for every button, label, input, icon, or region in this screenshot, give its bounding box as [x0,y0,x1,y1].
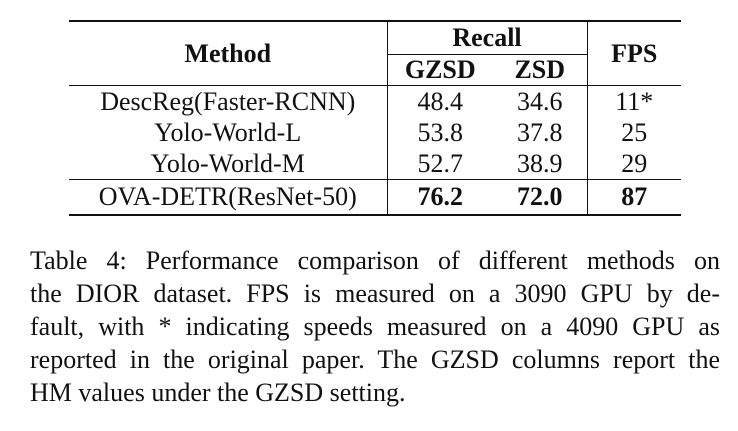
caption-line: HM values under the GZSD setting. [30,378,406,407]
table-row-highlighted: OVA-DETR(ResNet-50) 76.2 72.0 87 [69,179,681,216]
table-row: Yolo-World-M 52.7 38.9 29 [69,148,681,180]
header-recall: Recall [387,20,588,55]
results-table: Method Recall FPS GZSD ZSD DescReg(Faste… [69,20,681,216]
caption-line: Table 4: Performance comparison of diffe… [30,246,720,275]
cell-method: OVA-DETR(ResNet-50) [69,179,388,216]
cell-method: Yolo-World-L [69,117,388,148]
cell-zsd: 72.0 [493,179,588,216]
table-row: Yolo-World-L 53.8 37.8 25 [69,117,681,148]
cell-gzsd: 52.7 [417,148,464,178]
caption-line: reported in the original paper. The GZSD… [30,345,720,374]
table-row: DescReg(Faster-RCNN) 48.4 34.6 11* [69,85,681,117]
table-caption: Table 4: Performance comparison of diffe… [30,244,720,409]
header-row-1: Method Recall FPS [69,20,681,86]
cell-fps: 11* [587,85,681,117]
cell-fps: 87 [587,179,681,216]
cell-zsd: 34.6 [493,85,588,117]
caption-line: the DIOR dataset. FPS is measured on a 3… [30,279,720,308]
cell-zsd: 37.8 [493,117,588,148]
header-zsd: ZSD [493,54,588,86]
cell-zsd: 38.9 [493,148,588,180]
header-row-2: GZSD ZSD [69,54,681,86]
header-gzsd: GZSD [387,54,493,86]
caption-line: fault, with * indicating speeds measured… [30,312,720,341]
results-table-container: Method Recall FPS GZSD ZSD DescReg(Faste… [69,20,681,216]
cell-method: Yolo-World-M [69,148,388,180]
cell-method: DescReg(Faster-RCNN) [69,85,388,117]
header-fps: FPS [587,20,681,86]
cell-fps: 29 [621,148,648,178]
cell-fps: 25 [621,117,648,147]
cell-gzsd: 48.4 [387,85,493,117]
cell-gzsd: 53.8 [417,117,464,147]
header-method: Method [69,20,388,86]
cell-gzsd: 76.2 [387,179,493,216]
